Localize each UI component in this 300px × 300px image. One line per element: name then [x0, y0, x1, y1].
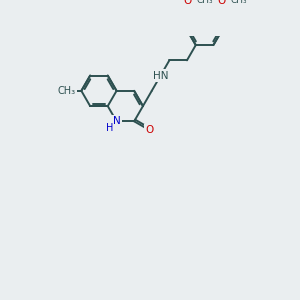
- Text: H: H: [106, 123, 113, 134]
- Text: N: N: [113, 116, 120, 126]
- Text: CH₃: CH₃: [57, 86, 75, 96]
- Text: CH₃: CH₃: [230, 0, 247, 4]
- Text: CH₃: CH₃: [197, 0, 213, 4]
- Text: O: O: [184, 0, 192, 6]
- Text: O: O: [217, 0, 225, 6]
- Text: O: O: [145, 125, 154, 135]
- Text: HN: HN: [153, 70, 168, 81]
